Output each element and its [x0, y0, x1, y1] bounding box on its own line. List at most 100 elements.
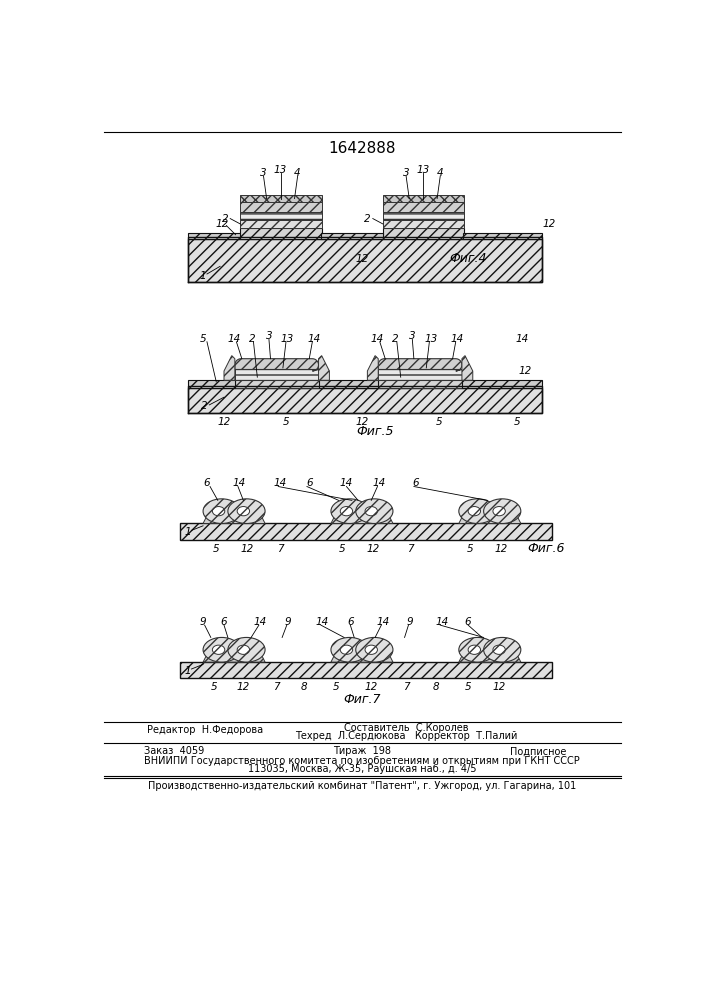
Text: 14: 14: [450, 334, 464, 344]
Text: 14: 14: [233, 478, 246, 488]
Polygon shape: [368, 356, 378, 380]
Ellipse shape: [459, 499, 496, 523]
Text: 14: 14: [316, 617, 329, 627]
Text: 12: 12: [237, 682, 250, 692]
Polygon shape: [226, 648, 242, 662]
Polygon shape: [240, 228, 322, 239]
Text: 2: 2: [392, 334, 399, 344]
Ellipse shape: [212, 645, 225, 654]
Polygon shape: [187, 380, 235, 388]
Polygon shape: [378, 369, 462, 380]
Ellipse shape: [228, 499, 265, 523]
Text: 12: 12: [217, 417, 230, 427]
Polygon shape: [464, 233, 542, 239]
Text: 8: 8: [432, 682, 439, 692]
Text: 12: 12: [356, 254, 368, 264]
Text: 8: 8: [300, 682, 307, 692]
Text: 5: 5: [211, 682, 217, 692]
Polygon shape: [383, 212, 464, 220]
Ellipse shape: [459, 637, 496, 662]
Ellipse shape: [237, 645, 250, 654]
Text: 113035, Москва, Ж-35, Раушская наб., д. 4/5: 113035, Москва, Ж-35, Раушская наб., д. …: [247, 764, 477, 774]
Polygon shape: [378, 359, 462, 371]
Text: 3: 3: [266, 331, 272, 341]
Polygon shape: [459, 656, 496, 662]
Ellipse shape: [237, 507, 250, 516]
Text: 4: 4: [294, 168, 301, 178]
Polygon shape: [203, 656, 240, 662]
Text: 1: 1: [185, 666, 191, 676]
Polygon shape: [356, 656, 393, 662]
Text: 12: 12: [494, 544, 508, 554]
Text: 1: 1: [200, 271, 206, 281]
Text: 14: 14: [254, 617, 267, 627]
Polygon shape: [235, 369, 319, 380]
Text: 14: 14: [371, 334, 384, 344]
Text: 12: 12: [215, 219, 228, 229]
Polygon shape: [319, 380, 378, 388]
Text: 2: 2: [249, 334, 255, 344]
Text: Фиг.7: Фиг.7: [343, 693, 380, 706]
Text: 1: 1: [185, 527, 191, 537]
Ellipse shape: [365, 645, 378, 654]
Text: 13: 13: [424, 334, 438, 344]
Text: 1642888: 1642888: [328, 141, 396, 156]
Text: 12: 12: [240, 544, 254, 554]
Text: 6: 6: [221, 617, 228, 627]
Text: Подписное: Подписное: [510, 746, 566, 756]
Ellipse shape: [356, 499, 393, 523]
Polygon shape: [459, 517, 496, 523]
Text: 13: 13: [416, 165, 430, 175]
Text: Фиг.4: Фиг.4: [450, 252, 487, 265]
Polygon shape: [228, 656, 265, 662]
Polygon shape: [180, 523, 552, 540]
Text: 6: 6: [412, 478, 419, 488]
Text: 5: 5: [436, 417, 443, 427]
Ellipse shape: [340, 507, 353, 516]
Ellipse shape: [468, 507, 481, 516]
Text: 2: 2: [364, 214, 370, 224]
Text: 12: 12: [518, 366, 532, 376]
Polygon shape: [462, 356, 473, 380]
Text: 13: 13: [274, 165, 287, 175]
Text: Составитель  С.Королев: Составитель С.Королев: [344, 723, 468, 733]
Text: 3: 3: [409, 331, 416, 341]
Text: Тираж  198: Тираж 198: [333, 746, 391, 756]
Text: 12: 12: [543, 219, 556, 229]
Text: 6: 6: [464, 617, 472, 627]
Text: 5: 5: [283, 417, 289, 427]
Ellipse shape: [212, 507, 225, 516]
Ellipse shape: [331, 637, 368, 662]
Polygon shape: [331, 656, 368, 662]
Polygon shape: [331, 517, 368, 523]
Text: 9: 9: [285, 617, 292, 627]
Text: 12: 12: [493, 682, 506, 692]
Text: 14: 14: [373, 478, 385, 488]
Text: 2: 2: [221, 214, 228, 224]
Polygon shape: [235, 359, 319, 371]
Polygon shape: [383, 220, 464, 228]
Ellipse shape: [203, 637, 240, 662]
Text: 5: 5: [333, 682, 339, 692]
Polygon shape: [356, 511, 368, 523]
Text: 9: 9: [200, 617, 206, 627]
Text: 14: 14: [308, 334, 320, 344]
Polygon shape: [240, 202, 322, 212]
Text: 7: 7: [403, 682, 409, 692]
Polygon shape: [228, 511, 240, 523]
Polygon shape: [240, 220, 322, 228]
Ellipse shape: [356, 637, 393, 662]
Text: 6: 6: [306, 478, 312, 488]
Text: 3: 3: [403, 168, 409, 178]
Polygon shape: [187, 233, 240, 239]
Text: Фиг.5: Фиг.5: [356, 425, 394, 438]
Text: 14: 14: [435, 617, 448, 627]
Text: 6: 6: [347, 617, 354, 627]
Text: 12: 12: [367, 544, 380, 554]
Text: 14: 14: [273, 478, 286, 488]
Polygon shape: [484, 511, 496, 523]
Text: 2: 2: [201, 401, 208, 411]
Polygon shape: [383, 202, 464, 212]
Text: 12: 12: [365, 682, 378, 692]
Text: 4: 4: [437, 168, 443, 178]
